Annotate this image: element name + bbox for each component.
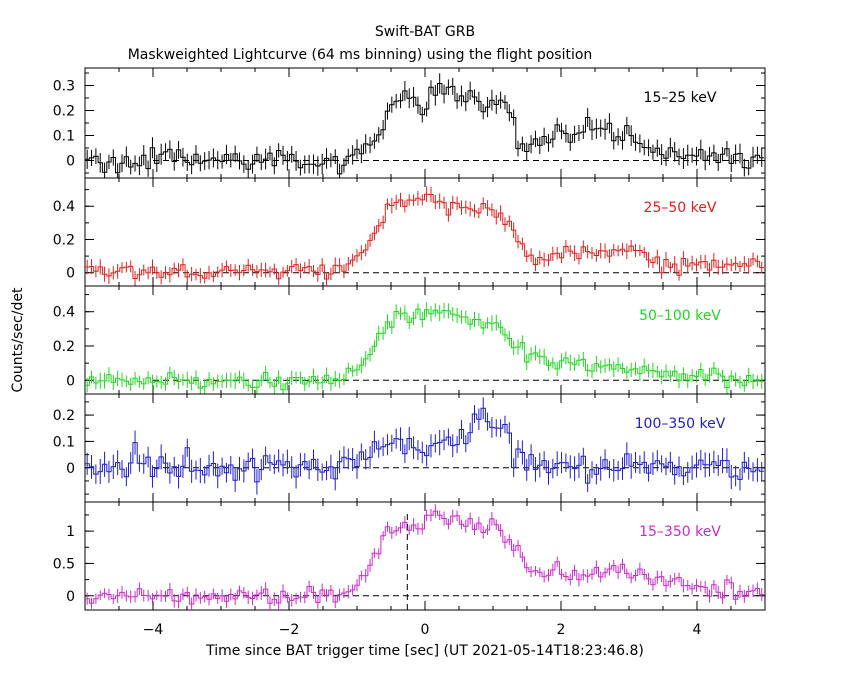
lightcurve-series <box>85 510 764 605</box>
y-tick-label: 0.2 <box>53 408 75 424</box>
band-label: 50–100 keV <box>639 308 721 324</box>
x-tick-label: 4 <box>693 622 702 638</box>
chart-title: Swift-BAT GRB <box>375 24 475 40</box>
y-tick-label: 0.4 <box>53 305 75 321</box>
y-tick-label: 0.2 <box>53 232 75 248</box>
band-label: 25–50 keV <box>644 200 717 216</box>
band-label: 100–350 keV <box>635 416 726 432</box>
x-tick-label: 0 <box>421 622 430 638</box>
panel-3: 0 0.2 0.4 50–100 keV <box>53 285 766 395</box>
panel-1: 0 0.1 0.2 0.3 15–25 keV <box>53 67 766 179</box>
chart-subtitle: Maskweighted Lightcurve (64 ms binning) … <box>128 47 593 63</box>
y-tick-label: 0.2 <box>53 339 75 355</box>
band-label: 15–350 keV <box>639 524 721 540</box>
y-tick-label: 0 <box>66 266 75 282</box>
error-bars <box>86 397 763 495</box>
y-tick-label: 0.1 <box>53 434 75 450</box>
y-tick-label: 0 <box>66 461 75 477</box>
x-axis-label: Time since BAT trigger time [sec] (UT 20… <box>205 643 644 659</box>
y-tick-label: 1 <box>66 524 75 540</box>
y-tick-label: 0.4 <box>53 199 75 215</box>
x-tick-label: −2 <box>279 622 300 638</box>
y-tick-label: 0.3 <box>53 79 75 95</box>
panel-2: 0 0.2 0.4 25–50 keV <box>53 177 766 287</box>
lightcurve-series <box>85 83 764 175</box>
x-tick-label: 2 <box>557 622 566 638</box>
y-tick-label: 0.1 <box>53 129 75 145</box>
y-axis-label: Counts/sec/det <box>10 287 26 392</box>
panel-5: 0 0.5 1 15–350 keV <box>53 501 766 611</box>
y-tick-label: 0 <box>66 589 75 605</box>
y-tick-label: 0.2 <box>53 104 75 120</box>
lightcurve-series <box>85 407 764 484</box>
band-label: 15–25 keV <box>644 90 717 106</box>
panel-4: 0 0.1 0.2 100–350 keV <box>53 393 766 503</box>
lightcurve-series <box>85 193 764 280</box>
lightcurve-series <box>85 308 764 391</box>
y-tick-label: 0 <box>66 154 75 170</box>
x-tick-label: −4 <box>143 622 164 638</box>
y-tick-label: 0 <box>66 373 75 389</box>
y-tick-label: 0.5 <box>53 556 75 572</box>
